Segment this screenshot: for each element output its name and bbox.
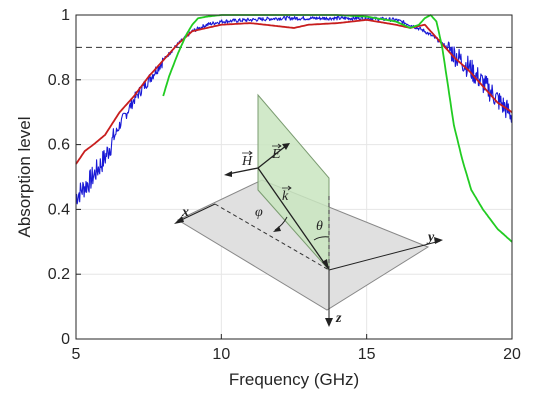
inset-ground-plane xyxy=(176,179,430,311)
y-tick-label: 1 xyxy=(61,7,70,24)
inset-phi-label: φ xyxy=(255,205,263,220)
x-tick-label: 15 xyxy=(358,346,376,363)
y-tick-label: 0.8 xyxy=(48,72,70,89)
x-tick-label: 20 xyxy=(503,346,521,363)
x-axis-label: Frequency (GHz) xyxy=(229,370,359,389)
y-tick-label: 0.4 xyxy=(48,201,70,218)
inset-h-vector xyxy=(227,167,259,175)
inset-k-vector xyxy=(257,167,328,268)
inset-h-label: H xyxy=(241,154,253,169)
inset-z-arrowhead xyxy=(325,318,333,327)
inset-x-label: x xyxy=(181,205,189,220)
inset-z-label: z xyxy=(335,311,342,326)
inset-k-overarrow xyxy=(282,185,292,191)
series-line-2 xyxy=(75,19,513,165)
inset-h-overarrow xyxy=(242,150,253,156)
inset-y-arrowhead xyxy=(434,237,443,244)
inset-e-arrowhead xyxy=(282,143,290,150)
inset-theta-arc xyxy=(313,236,330,241)
plot-frame xyxy=(75,14,513,340)
axis-ticks: 5 10 15 20 0 0.2 0.4 0.6 0.8 1 xyxy=(48,7,521,363)
inset-x-projection-line xyxy=(214,203,330,271)
inset-x-axis xyxy=(176,203,216,223)
x-tick-label: 10 xyxy=(212,346,230,363)
inset-phi-arrowhead xyxy=(273,226,281,232)
inset-e-label: E xyxy=(271,147,281,162)
inset-k-arrowhead xyxy=(322,259,329,270)
inset-theta-label: θ xyxy=(316,219,323,234)
inset-k-label: k xyxy=(282,189,289,204)
x-tick-label: 5 xyxy=(72,346,81,363)
inset-h-arrowhead xyxy=(224,171,232,177)
y-tick-label: 0.6 xyxy=(48,137,70,154)
inset-x-arrowhead xyxy=(174,216,184,224)
y-axis-label: Absorption level xyxy=(15,117,34,238)
inset-e-vector xyxy=(257,144,288,169)
incidence-geometry-inset: x y z φ θ H E k xyxy=(174,93,443,327)
inset-e-overarrow xyxy=(272,143,282,149)
y-tick-label: 0.2 xyxy=(48,266,70,283)
y-tick-label: 0 xyxy=(61,331,70,348)
inset-y-axis xyxy=(328,240,441,271)
inset-y-label: y xyxy=(426,230,435,245)
